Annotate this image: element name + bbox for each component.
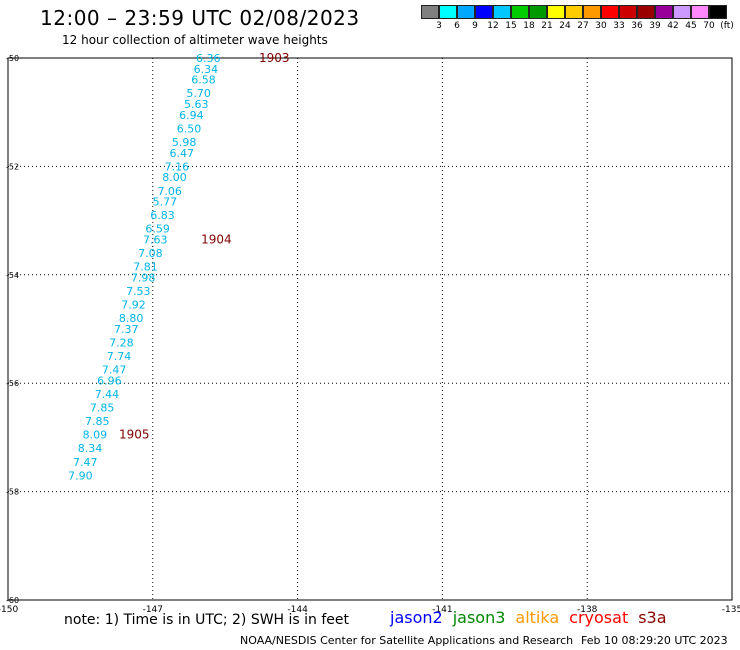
wave-height-value: 8.34 — [78, 442, 103, 455]
wave-height-value: 6.83 — [150, 209, 175, 222]
wave-height-value: 7.98 — [131, 272, 156, 285]
legend-labels: 3 6 9 12 15 18 21 24 27 30 33 36 39 42 45 70 (ft) — [421, 19, 734, 33]
legend-swatch — [673, 5, 691, 19]
legend-label: 6 — [454, 21, 460, 31]
legend-swatch — [583, 5, 601, 19]
y-tick-label: -58 — [6, 488, 19, 497]
chart-title: 12:00 – 23:59 UTC 02/08/2023 — [40, 6, 360, 30]
wave-height-value: 5.98 — [172, 136, 197, 149]
x-tick-label: -144 — [287, 605, 308, 615]
wave-height-value: 5.70 — [186, 87, 211, 100]
legend-label: 21 — [541, 21, 553, 31]
legend-swatch — [457, 5, 475, 19]
x-tick-label: -138 — [577, 605, 598, 615]
legend-label: 9 — [472, 21, 478, 31]
wave-height-value: 7.85 — [90, 402, 115, 415]
wave-height-value: 5.63 — [184, 98, 209, 111]
legend-swatch — [691, 5, 709, 19]
wave-height-value: 7.16 — [165, 160, 190, 173]
plot-frame — [7, 57, 733, 601]
note-text: note: 1) Time is in UTC; 2) SWH is in fe… — [64, 612, 350, 628]
satellite-label: jason2 — [390, 608, 443, 627]
color-legend: 3 6 9 12 15 18 21 24 27 30 33 36 39 42 45 70 (ft) — [421, 5, 734, 33]
legend-label: 30 — [595, 21, 607, 31]
legend-label: 24 — [559, 21, 571, 31]
satellite-label: jason3 — [452, 608, 506, 627]
legend-label: 42 — [667, 21, 679, 31]
wave-height-value: 7.47 — [102, 364, 127, 377]
legend-swatch — [709, 5, 727, 19]
wave-height-value: 6.59 — [145, 223, 170, 236]
legend-label: (ft) — [720, 21, 734, 31]
legend-swatch — [655, 5, 673, 19]
x-tick-label: -141 — [432, 605, 452, 615]
legend-swatch — [439, 5, 457, 19]
y-tick-label: -54 — [6, 271, 19, 280]
legend-swatch — [475, 5, 493, 19]
wave-height-value: 7.81 — [133, 261, 158, 274]
wave-height-value: 7.63 — [143, 234, 168, 247]
wave-height-value: 8.09 — [83, 429, 108, 442]
wave-height-value: 7.06 — [157, 185, 182, 198]
wave-height-value: 7.53 — [126, 285, 151, 298]
wave-height-value: 5.77 — [153, 196, 178, 209]
wave-height-value: 8.80 — [119, 312, 144, 325]
wave-height-value: 6.36 — [196, 52, 221, 65]
time-label: 1905 — [119, 428, 150, 442]
y-tick-label: -56 — [6, 379, 19, 388]
wave-height-value: 6.47 — [170, 147, 195, 160]
y-tick-label: -50 — [6, 54, 19, 63]
legend-label: 3 — [436, 21, 442, 31]
satellite-label: s3a — [638, 608, 667, 627]
wave-height-value: 6.50 — [177, 122, 202, 135]
legend-swatches — [421, 5, 727, 19]
satellite-label: cryosat — [569, 608, 629, 627]
wave-height-value: 7.28 — [109, 337, 134, 350]
legend-swatch — [565, 5, 583, 19]
legend-label: 18 — [523, 21, 535, 31]
wave-height-value: 7.74 — [107, 350, 132, 363]
credit-text: NOAA/NESDIS Center for Satellite Applica… — [240, 634, 574, 647]
legend-swatch — [493, 5, 511, 19]
legend-label: 12 — [487, 21, 499, 31]
wave-height-value: 7.44 — [95, 388, 120, 401]
x-tick-label: -147 — [143, 605, 163, 615]
time-label: 1904 — [201, 233, 232, 247]
legend-label: 39 — [649, 21, 661, 31]
wave-height-value: 7.47 — [73, 456, 98, 469]
wave-height-value: 6.34 — [194, 63, 219, 76]
wave-height-value: 8.00 — [162, 171, 187, 184]
y-tick-label: -60 — [6, 596, 19, 605]
wave-height-value: 7.08 — [138, 247, 163, 260]
y-tick-label: -52 — [6, 162, 19, 171]
legend-label: 15 — [505, 21, 517, 31]
legend-label: 45 — [685, 21, 697, 31]
legend-swatch — [601, 5, 619, 19]
legend-swatch — [619, 5, 637, 19]
x-tick-label: -135 — [722, 605, 740, 615]
wave-height-value: 6.58 — [191, 74, 216, 87]
credit-timestamp: Feb 10 08:29:20 UTC 2023 — [581, 634, 728, 647]
wave-height-value: 7.85 — [85, 415, 110, 428]
wave-height-value: 6.96 — [97, 374, 122, 387]
satellite-label: altika — [515, 608, 560, 627]
legend-swatch — [547, 5, 565, 19]
wave-height-value: 7.92 — [121, 299, 146, 312]
wave-height-value: 7.37 — [114, 323, 139, 336]
legend-label: 36 — [631, 21, 643, 31]
legend-label: 33 — [613, 21, 625, 31]
legend-swatch — [637, 5, 655, 19]
wave-height-value: 6.94 — [179, 109, 204, 122]
legend-swatch — [529, 5, 547, 19]
chart-subtitle: 12 hour collection of altimeter wave hei… — [62, 33, 328, 47]
x-tick-label: -150 — [0, 605, 18, 615]
legend-label: 70 — [703, 21, 715, 31]
wave-height-map: -150 -147 -144 -141 -138 -135 -50 -52 -54 -56 -58 -… — [0, 51, 740, 615]
wave-height-value: 7.90 — [68, 469, 93, 482]
legend-swatch — [511, 5, 529, 19]
legend-label: 27 — [577, 21, 589, 31]
time-label: 1903 — [259, 51, 290, 65]
legend-swatch — [421, 5, 439, 19]
satellite-legend: jason2 jason3 altika cryosat s3a — [390, 608, 677, 627]
